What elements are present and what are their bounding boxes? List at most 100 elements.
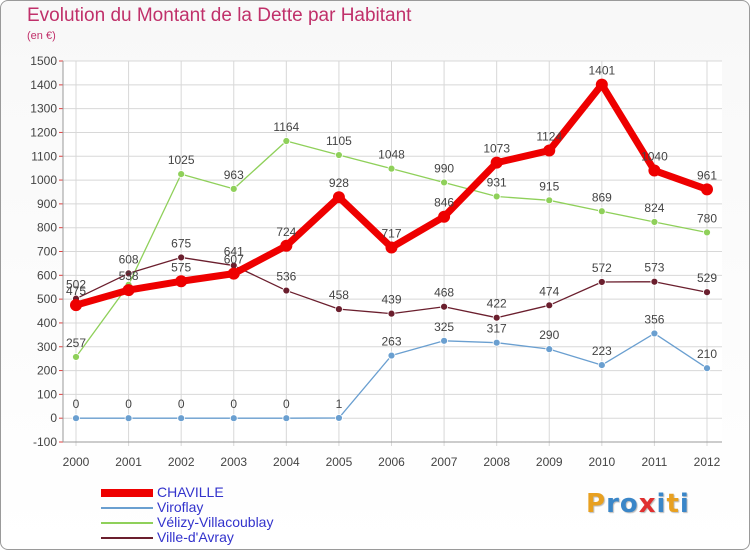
data-label: 717 xyxy=(381,226,401,240)
data-point xyxy=(597,361,606,369)
data-point xyxy=(545,301,554,310)
data-point xyxy=(648,164,661,177)
chart-subtitle: (en €) xyxy=(27,30,56,42)
data-label: 608 xyxy=(119,252,139,266)
x-tick-label: 2009 xyxy=(536,455,563,469)
data-point xyxy=(440,178,448,187)
y-tick-label: -100 xyxy=(33,435,57,449)
data-point xyxy=(543,144,556,157)
data-label: 1124 xyxy=(536,130,562,144)
data-point xyxy=(72,353,80,361)
data-label: 846 xyxy=(434,196,454,210)
data-point xyxy=(124,414,133,423)
data-label: 223 xyxy=(592,344,612,358)
data-label: 1105 xyxy=(326,134,352,148)
data-point xyxy=(175,275,188,288)
data-point xyxy=(595,78,608,91)
data-point xyxy=(229,184,238,193)
x-tick-label: 2011 xyxy=(642,455,668,469)
data-point xyxy=(703,288,711,297)
data-point xyxy=(703,228,711,237)
data-point xyxy=(177,170,186,179)
x-tick-label: 2004 xyxy=(273,455,300,469)
data-point xyxy=(492,338,501,347)
data-label: 963 xyxy=(224,168,244,182)
data-label: 607 xyxy=(224,253,244,267)
data-label: 356 xyxy=(644,312,664,326)
data-point xyxy=(124,269,133,278)
data-point xyxy=(387,351,396,360)
logo-letter: o xyxy=(619,489,639,519)
y-tick-label: 1400 xyxy=(30,78,57,92)
data-point xyxy=(335,414,343,422)
data-label: 317 xyxy=(487,322,507,336)
data-label: 210 xyxy=(697,347,717,361)
data-label: 0 xyxy=(125,397,132,411)
data-point xyxy=(385,241,398,254)
x-tick-label: 2002 xyxy=(168,455,195,469)
data-point xyxy=(597,207,606,216)
x-tick-label: 2006 xyxy=(378,455,405,469)
y-tick-label: 500 xyxy=(37,292,57,306)
data-point xyxy=(229,414,238,423)
data-label: 1040 xyxy=(641,150,668,164)
data-point xyxy=(650,329,659,338)
y-tick-label: 200 xyxy=(37,364,57,378)
x-tick-label: 2012 xyxy=(694,455,721,469)
data-label: 575 xyxy=(171,260,191,274)
legend-swatch xyxy=(101,522,153,524)
data-label: 572 xyxy=(592,261,612,275)
data-label: 0 xyxy=(73,397,80,411)
y-tick-label: 900 xyxy=(37,197,57,211)
data-point xyxy=(387,309,396,318)
data-label: 928 xyxy=(329,176,349,190)
data-point xyxy=(701,183,713,196)
data-label: 458 xyxy=(329,288,349,302)
x-tick-label: 2003 xyxy=(220,455,247,469)
data-point xyxy=(545,196,554,205)
data-point xyxy=(703,364,711,373)
x-tick-label: 2001 xyxy=(115,455,142,469)
y-tick-label: 100 xyxy=(37,387,57,401)
y-tick-label: 1100 xyxy=(31,149,57,163)
logo-letter: i xyxy=(679,489,690,519)
data-point xyxy=(597,278,606,286)
data-point xyxy=(387,164,396,173)
y-tick-label: 700 xyxy=(37,245,57,259)
data-label: 0 xyxy=(283,397,290,411)
x-tick-label: 2005 xyxy=(326,455,353,469)
x-tick-label: 2008 xyxy=(483,455,510,469)
data-label: 961 xyxy=(697,168,717,182)
data-point xyxy=(282,137,291,145)
data-point xyxy=(177,253,186,262)
data-point xyxy=(650,218,659,226)
data-point xyxy=(122,284,135,297)
data-label: 475 xyxy=(66,284,86,298)
y-tick-label: 600 xyxy=(37,268,57,282)
y-tick-label: 300 xyxy=(37,340,57,354)
data-label: 990 xyxy=(434,161,454,175)
data-label: 502 xyxy=(66,278,86,292)
data-point xyxy=(440,302,448,311)
data-label: 1401 xyxy=(588,64,615,78)
data-point xyxy=(280,239,293,252)
data-label: 1 xyxy=(336,397,343,411)
data-point xyxy=(492,313,501,322)
data-label: 0 xyxy=(178,397,185,411)
data-point xyxy=(492,192,501,201)
data-label: 263 xyxy=(381,335,401,349)
logo-letter: r xyxy=(606,489,620,519)
data-point xyxy=(70,299,82,312)
data-label: 915 xyxy=(539,179,559,193)
data-label: 869 xyxy=(592,190,612,204)
legend-label: Viroflay xyxy=(157,499,204,515)
data-point xyxy=(650,277,659,286)
logo-letter: x xyxy=(638,489,657,519)
data-label: 1164 xyxy=(273,120,299,134)
data-label: 1073 xyxy=(483,142,510,156)
y-tick-label: 1300 xyxy=(30,102,57,116)
logo-letter: P xyxy=(586,489,607,519)
data-point xyxy=(227,267,240,280)
